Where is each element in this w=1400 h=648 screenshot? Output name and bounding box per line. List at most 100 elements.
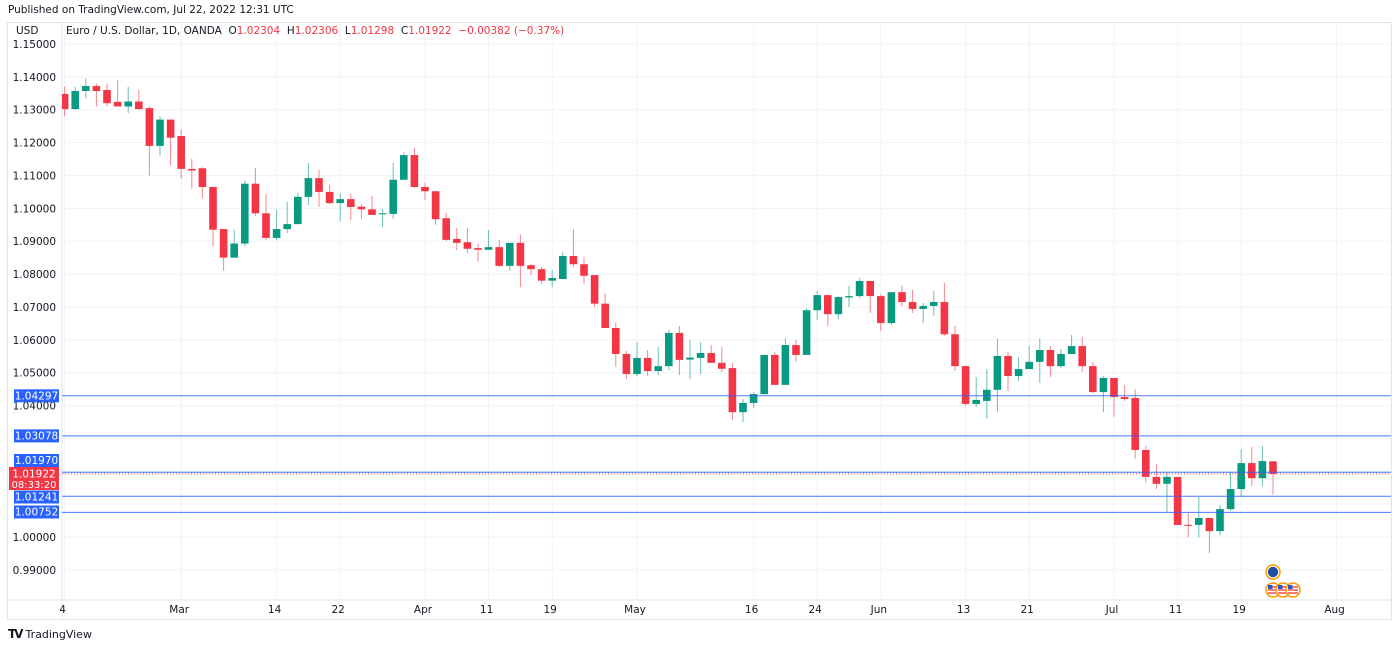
candle[interactable] [537,266,546,284]
candle[interactable] [675,326,684,376]
candle[interactable] [601,293,609,328]
candle[interactable] [209,186,217,247]
candle[interactable] [1036,338,1044,383]
candle[interactable] [834,296,843,320]
candle[interactable] [124,86,132,114]
candle[interactable] [771,351,779,385]
candle[interactable] [453,228,461,251]
candle[interactable] [633,342,641,376]
candle[interactable] [1237,448,1245,497]
candle[interactable] [1004,351,1012,392]
candle[interactable] [548,270,556,288]
candle[interactable] [1258,446,1267,487]
price-level-badge[interactable]: 1.00752 [14,505,59,519]
candle[interactable] [188,159,196,189]
candle[interactable] [1184,513,1192,538]
candle[interactable] [347,193,355,221]
candle[interactable] [241,180,249,247]
candle[interactable] [145,106,154,176]
candle[interactable] [474,243,482,262]
candle[interactable] [993,338,1002,413]
candle[interactable] [304,162,313,206]
candle[interactable] [1067,334,1076,354]
candle[interactable] [739,398,747,423]
eu-flag-icon[interactable] [1265,564,1281,580]
candle[interactable] [1099,375,1108,413]
candle[interactable] [357,204,366,220]
candle[interactable] [283,201,291,234]
candle[interactable] [71,86,79,110]
candle[interactable] [61,86,69,117]
candle[interactable] [1110,377,1118,417]
candle[interactable] [951,326,959,372]
candle[interactable] [400,152,408,180]
candle[interactable] [569,229,578,267]
candle[interactable] [516,234,525,288]
candle[interactable] [930,290,938,316]
candle[interactable] [654,347,662,376]
candle[interactable] [707,345,715,363]
candle[interactable] [665,329,673,371]
candle[interactable] [908,289,917,313]
candle[interactable] [1269,461,1277,495]
us-flag-icon[interactable] [1285,582,1301,598]
candle[interactable] [230,229,238,258]
candle[interactable] [272,209,281,241]
candle[interactable] [378,209,387,228]
candle[interactable] [156,116,164,156]
candle[interactable] [855,278,864,299]
candle[interactable] [983,369,991,420]
candle[interactable] [113,80,122,107]
candle[interactable] [845,285,853,307]
candle[interactable] [463,228,472,254]
candle[interactable] [103,83,111,107]
candle[interactable] [813,290,821,321]
candle[interactable] [82,78,90,99]
candle[interactable] [792,339,800,362]
candle[interactable] [1195,496,1203,538]
candle[interactable] [802,307,811,355]
candle[interactable] [643,350,652,376]
candle[interactable] [135,90,143,110]
candle[interactable] [506,242,514,271]
candle[interactable] [961,366,970,406]
candle[interactable] [262,193,270,241]
candle[interactable] [590,275,599,307]
candle[interactable] [718,347,726,373]
candle[interactable] [1152,464,1161,490]
candle[interactable] [389,162,397,219]
candle[interactable] [940,282,949,336]
candle[interactable] [559,252,567,280]
candle[interactable] [696,342,705,375]
candle[interactable] [219,229,228,271]
candle[interactable] [166,119,175,166]
candle[interactable] [877,294,885,331]
candle[interactable] [1078,336,1086,373]
candle[interactable] [972,376,980,407]
candle[interactable] [612,322,620,367]
candle[interactable] [1131,389,1139,460]
candle[interactable] [760,354,768,395]
candle[interactable] [866,280,874,313]
candle[interactable] [484,230,493,250]
candle[interactable] [177,129,185,179]
candle[interactable] [198,167,207,199]
price-level-badge[interactable]: 1.01241 [14,490,59,504]
candle[interactable] [294,192,302,225]
candle[interactable] [824,294,832,327]
candle[interactable] [325,185,334,205]
candle[interactable] [431,191,440,225]
candle[interactable] [527,263,535,276]
candle[interactable] [1216,505,1224,536]
candle[interactable] [1014,356,1023,381]
candle[interactable] [1173,476,1182,525]
price-level-badge[interactable]: 1.01970 [14,454,59,467]
candle[interactable] [686,339,694,380]
tradingview-brand[interactable]: TV TradingView [8,627,92,641]
candle[interactable] [1248,446,1256,487]
candle[interactable] [781,338,790,385]
candle[interactable] [495,239,503,267]
candle[interactable] [887,292,896,326]
candle[interactable] [1142,446,1150,483]
